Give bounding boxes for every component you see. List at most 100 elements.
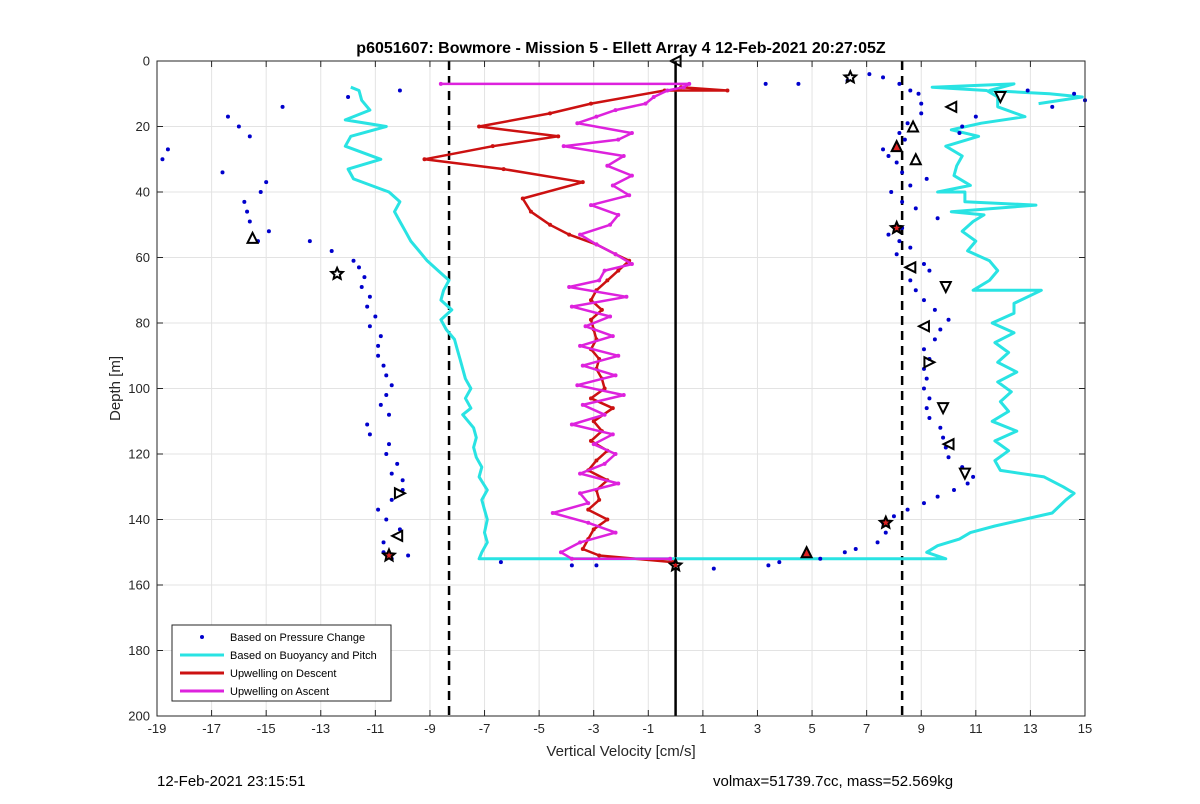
data-point [616, 481, 621, 486]
data-point [556, 134, 561, 139]
y-tick-label: 80 [136, 316, 150, 331]
data-point [777, 560, 782, 565]
data-point [610, 406, 615, 411]
data-point [264, 180, 269, 185]
profile-marker [944, 100, 958, 114]
data-point [921, 347, 926, 352]
data-point [883, 530, 888, 535]
data-point [875, 540, 880, 545]
data-point [588, 101, 593, 106]
data-point [597, 497, 602, 502]
series-line [440, 82, 691, 561]
data-point [266, 229, 271, 234]
profile-marker [389, 529, 404, 543]
data-point [548, 222, 553, 227]
data-point [346, 95, 351, 100]
grid [156, 60, 1086, 717]
x-tick-label: -9 [424, 721, 436, 736]
data-point [921, 386, 926, 391]
data-point [853, 546, 858, 551]
legend-label: Based on Pressure Change [230, 632, 365, 644]
profile-marker [393, 486, 408, 500]
data-point [378, 334, 383, 339]
y-tick-label: 0 [143, 54, 150, 69]
data-point [498, 560, 503, 565]
data-point [381, 363, 386, 368]
y-tick-label: 160 [128, 578, 150, 593]
data-point [280, 104, 285, 109]
x-axis-label: Vertical Velocity [cm/s] [546, 743, 695, 760]
profile-marker [936, 402, 950, 416]
data-point [307, 239, 312, 244]
data-point [580, 546, 585, 551]
data-point [842, 550, 847, 555]
data-point [569, 556, 574, 561]
profile-marker [903, 260, 917, 274]
profile-marker [842, 68, 859, 85]
data-point [935, 216, 940, 221]
data-point [591, 419, 596, 424]
y-tick-label: 20 [136, 119, 150, 134]
data-point [602, 461, 607, 466]
data-point [902, 137, 907, 142]
data-point [668, 556, 673, 561]
x-tick-label: -17 [202, 721, 221, 736]
data-point [389, 383, 394, 388]
x-tick-label: 11 [969, 721, 983, 736]
data-point [651, 95, 656, 100]
data-point [919, 111, 924, 116]
data-point [520, 196, 525, 201]
data-point [567, 284, 572, 289]
data-point [605, 278, 610, 283]
data-point [602, 386, 607, 391]
data-point [381, 540, 386, 545]
data-point [938, 425, 943, 430]
data-point [897, 131, 902, 136]
data-point [941, 435, 946, 440]
data-point [891, 514, 896, 519]
data-point [384, 517, 389, 522]
data-point [258, 190, 263, 194]
data-point [569, 563, 574, 568]
data-point [245, 209, 250, 214]
data-point [913, 206, 918, 211]
data-point [889, 190, 894, 194]
data-point [160, 157, 165, 162]
reference-lines [447, 61, 904, 716]
data-point [602, 412, 607, 417]
profile-marker [380, 546, 398, 563]
data-point [608, 314, 613, 319]
profile-marker [877, 514, 894, 530]
data-point [673, 563, 678, 568]
x-tick-label: 3 [754, 721, 761, 736]
series-based-on-pressure-change [160, 72, 1087, 571]
x-tick-label: -1 [643, 721, 655, 736]
data-point [610, 432, 615, 437]
profile-marker [906, 119, 920, 133]
series-upwelling-on-descent [422, 85, 730, 568]
data-point [367, 294, 372, 299]
data-point [613, 373, 618, 378]
data-point [960, 124, 965, 129]
data-point [919, 101, 924, 106]
x-tick-label: 5 [808, 721, 815, 736]
profile-marker [923, 355, 937, 369]
data-point [643, 101, 648, 106]
data-point [1050, 104, 1055, 109]
profile-marker [916, 319, 930, 333]
data-point [946, 455, 951, 460]
data-point [384, 373, 389, 378]
data-point [610, 334, 615, 339]
data-point [329, 248, 334, 253]
data-point [1072, 91, 1077, 96]
data-point [588, 438, 593, 443]
data-point [438, 81, 443, 86]
data-point [894, 160, 899, 165]
x-tick-label: -15 [257, 721, 276, 736]
y-tick-label: 120 [128, 447, 150, 462]
data-point [711, 566, 716, 571]
profile-marker [667, 556, 684, 573]
data-point [376, 507, 381, 512]
data-point [225, 114, 230, 119]
